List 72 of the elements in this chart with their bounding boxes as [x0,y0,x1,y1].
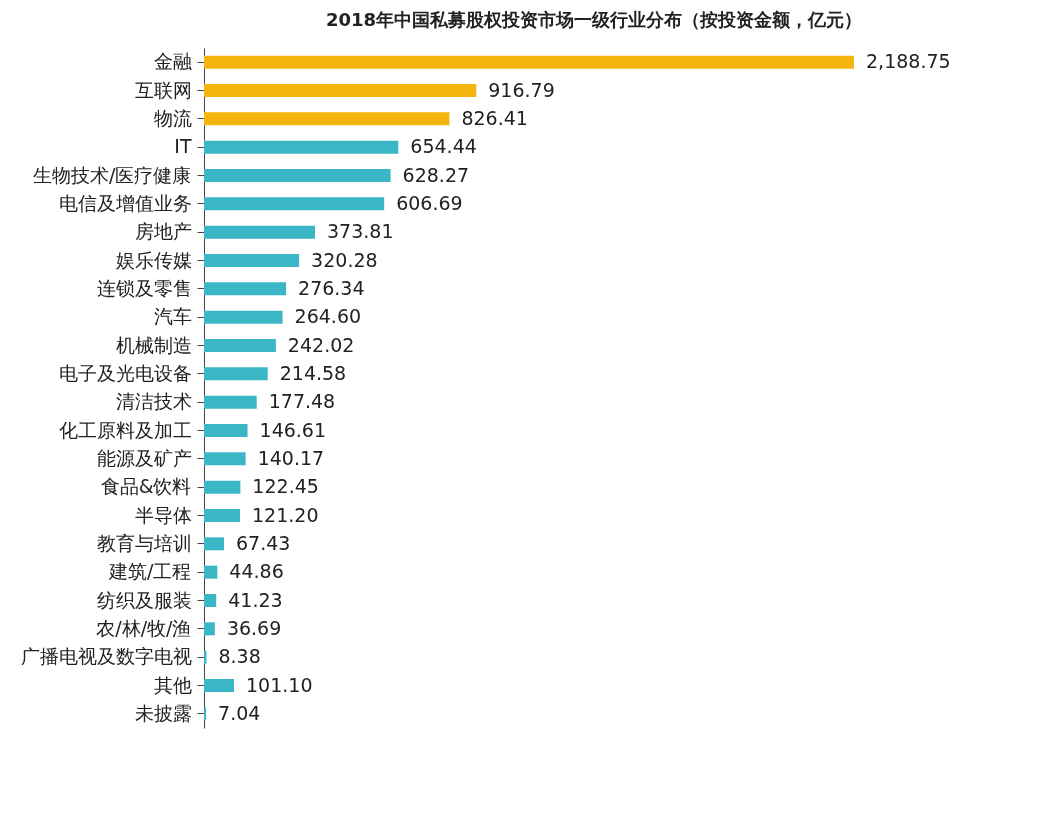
data-label: 146.61 [259,418,327,441]
y-tick-label: 农/林/牧/渔 [96,616,192,639]
y-tick-label: 建筑/工程 [108,560,192,583]
y-tick-label: 电子及光电设备 [58,361,192,384]
data-label: 214.58 [279,361,347,384]
bar [204,480,241,494]
bar [204,310,283,324]
y-tick-label: 互联网 [134,78,192,101]
bar [204,424,248,437]
y-tick-label: 食品&饮料 [100,475,192,498]
y-tick-label: 电信及增值业务 [58,191,192,214]
y-tick-label: 房地产 [134,220,192,243]
data-label: 101.10 [246,673,313,696]
bar [204,395,257,409]
y-tick-label: 娱乐传媒 [115,248,192,271]
y-tick-label: 连锁及零售 [96,276,192,299]
bar [204,537,225,551]
bar [204,565,218,579]
y-tick-label: 半导体 [134,503,192,526]
y-tick-label: 广播电视及数字电视 [20,645,192,668]
data-label: 276.34 [298,276,365,299]
y-tick-label: 未披露 [134,701,192,724]
y-tick-label: 化工原料及加工 [58,418,192,441]
bar [204,140,399,154]
chart-title: 2018年中国私募股权投资市场一级行业分布（按投资金额，亿元） [325,9,863,30]
data-label: 177.48 [268,390,336,413]
data-label: 8.38 [218,645,261,668]
data-label: 242.02 [287,333,355,356]
y-tick-label: 生物技术/医疗健康 [33,163,192,186]
bar [204,282,287,296]
y-tick-label: 纺织及服装 [96,588,192,611]
y-tick-label: 能源及矿产 [96,446,192,469]
data-label: 7.04 [218,701,261,724]
bar [204,594,217,607]
y-tick-label: 物流 [153,106,192,129]
data-label: 264.60 [294,305,362,328]
bar [204,452,246,466]
data-label: 41.23 [228,588,283,611]
data-label: 320.28 [311,248,378,271]
y-tick-label: IT [174,135,192,158]
bar [204,55,854,69]
y-tick-label: 教育与培训 [96,531,192,554]
bar [204,679,235,692]
data-label: 121.20 [251,503,319,526]
bar [204,509,240,522]
data-label: 2,188.75 [866,50,951,73]
data-label: 44.86 [229,560,284,583]
y-tick-label: 金融 [153,50,192,73]
bar [204,225,316,239]
data-label: 67.43 [236,531,291,554]
data-label: 654.44 [410,135,477,158]
bar [204,707,207,721]
y-tick-label: 汽车 [153,305,192,328]
bar [204,367,268,381]
bar [204,169,391,182]
data-label: 826.41 [461,106,528,129]
bar [204,84,477,97]
data-label: 140.17 [257,446,325,469]
data-label: 606.69 [396,191,463,214]
bar [204,339,276,352]
data-label: 122.45 [252,475,319,498]
bar [204,197,385,211]
bar [204,254,300,267]
data-label: 628.27 [402,163,470,186]
bar [204,112,450,126]
data-label: 36.69 [226,616,282,639]
y-tick-label: 机械制造 [115,333,192,356]
y-tick-label: 其他 [153,673,192,696]
y-tick-label: 清洁技术 [115,390,192,413]
data-label: 373.81 [327,220,394,243]
data-label: 916.79 [488,78,555,101]
bar [204,622,215,636]
